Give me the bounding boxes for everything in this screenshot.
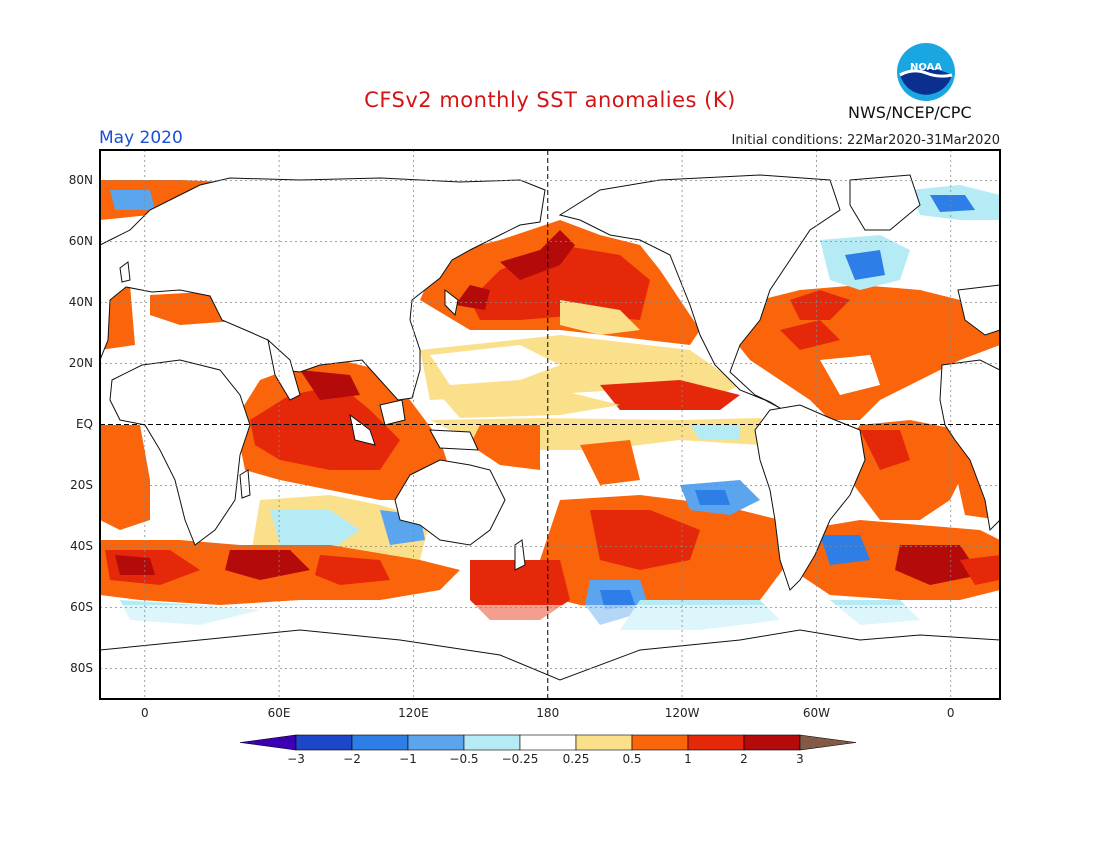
- colorbar-level-label: 3: [796, 752, 804, 766]
- colorbar: [239, 734, 857, 751]
- greenland: [849, 174, 921, 231]
- india: [267, 338, 301, 401]
- sumatra: [349, 413, 376, 446]
- colorbar-over-triangle: [799, 734, 857, 751]
- lat-tick-label: 20N: [68, 355, 93, 370]
- colorbar-level-label: 1: [684, 752, 692, 766]
- colorbar-level-label: −3: [287, 752, 305, 766]
- lat-tick-label: 60N: [68, 233, 93, 248]
- lat-tick-label: 80N: [68, 172, 93, 187]
- colorbar-level-label: −0.25: [501, 752, 539, 766]
- colorbar-level-label: −1: [399, 752, 417, 766]
- lat-tick-label: 40S: [70, 538, 93, 553]
- lon-tick-label: 60E: [267, 706, 291, 720]
- colorbar-segment: [295, 734, 353, 751]
- colorbar-segment: [631, 734, 689, 751]
- madagascar: [239, 469, 251, 499]
- lat-tick-label: EQ: [75, 416, 93, 431]
- australia: [394, 459, 506, 546]
- lon-tick-label: 0: [140, 706, 149, 720]
- map-frame: [99, 149, 1001, 700]
- eurasia-africa-west: [100, 177, 546, 401]
- lat-tick-label: 20S: [70, 477, 93, 492]
- antarctica: [100, 629, 1000, 699]
- uk: [119, 261, 131, 283]
- grid-lines: [100, 150, 1000, 699]
- month-label: May 2020: [99, 128, 183, 148]
- chart-title: CFSv2 monthly SST anomalies (K): [364, 88, 736, 112]
- lon-tick-label: 180: [536, 706, 560, 720]
- lon-tick-label: 60W: [802, 706, 830, 720]
- colorbar-segment: [463, 734, 521, 751]
- colorbar-segment: [351, 734, 409, 751]
- lat-tick-label: 80S: [70, 660, 93, 675]
- colorbar-under-triangle: [239, 734, 297, 751]
- north-america: [558, 174, 841, 409]
- lat-tick-label: 60S: [70, 599, 93, 614]
- colorbar-level-label: 0.5: [622, 752, 642, 766]
- lat-tick-label: 40N: [68, 294, 93, 309]
- colorbar-segment: [743, 734, 801, 751]
- borneo: [379, 399, 406, 426]
- colorbar-segment: [519, 734, 577, 751]
- colorbar-segment: [687, 734, 745, 751]
- colorbar-segment: [407, 734, 465, 751]
- lon-tick-label: 120W: [664, 706, 700, 720]
- lon-tick-label: 0: [946, 706, 955, 720]
- colorbar-level-label: −0.5: [449, 752, 479, 766]
- europe-east-copy: [957, 284, 1000, 336]
- map-area: [100, 150, 1000, 699]
- noaa-logo: NOAA: [896, 42, 956, 106]
- colorbar-segment: [575, 734, 633, 751]
- continents: [100, 174, 1000, 699]
- colorbar-level-label: 0.25: [562, 752, 590, 766]
- africa-east-copy: [939, 359, 1000, 532]
- colorbar-level-label: −2: [343, 752, 361, 766]
- new-guinea: [429, 429, 479, 451]
- lon-tick-label: 120E: [398, 706, 429, 720]
- noaa-logo-text: NOAA: [910, 62, 942, 73]
- initial-conditions-label: Initial conditions: 22Mar2020-31Mar2020: [731, 133, 1001, 148]
- new-zealand: [514, 539, 526, 571]
- colorbar-level-label: 2: [740, 752, 748, 766]
- organization-label: NWS/NCEP/CPC: [848, 103, 972, 122]
